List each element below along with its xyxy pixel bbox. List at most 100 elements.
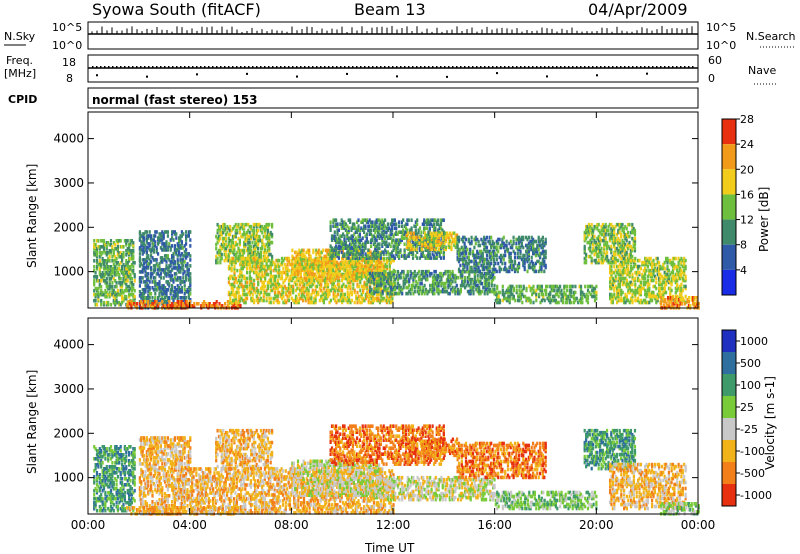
echo-cell xyxy=(319,266,322,271)
echo-cell xyxy=(154,240,157,244)
echo-cell xyxy=(354,238,357,242)
echo-cell xyxy=(498,269,501,274)
echo-cell xyxy=(101,275,104,279)
echo-cell xyxy=(252,230,255,235)
echo-cell xyxy=(462,255,465,260)
echo-cell xyxy=(468,289,471,294)
echo-cell xyxy=(490,281,493,286)
echo-cell xyxy=(423,228,426,232)
echo-cell xyxy=(436,235,439,240)
echo-cell xyxy=(412,247,415,252)
echo-cell xyxy=(178,252,181,256)
echo-cell xyxy=(98,247,101,251)
echo-cell xyxy=(337,236,340,240)
echo-cell xyxy=(388,291,391,296)
echo-cell xyxy=(473,283,476,288)
freq-tick-bottom: 8 xyxy=(66,72,73,85)
echo-cell xyxy=(108,251,111,255)
echo-cell xyxy=(296,260,300,265)
nave-dot xyxy=(220,66,222,68)
echo-cell xyxy=(182,304,185,308)
echo-cell xyxy=(403,236,406,240)
echo-cell xyxy=(119,282,122,287)
echo-cell xyxy=(244,258,247,263)
echo-cell xyxy=(229,232,232,237)
echo-cell xyxy=(109,239,113,243)
echo-cell xyxy=(349,220,352,224)
echo-cell xyxy=(403,242,406,246)
echo-cell xyxy=(179,280,182,284)
echo-cell xyxy=(350,226,353,230)
echo-cell xyxy=(268,300,271,305)
echo-cell xyxy=(329,266,332,271)
echo-cell xyxy=(444,281,447,286)
echo-cell xyxy=(488,263,491,268)
echo-cell xyxy=(107,251,110,255)
echo-cell xyxy=(318,278,321,283)
echo-cell xyxy=(166,256,169,260)
echo-cell xyxy=(168,296,171,300)
echo-cell xyxy=(447,235,450,240)
echo-cell xyxy=(102,292,106,297)
echo-cell xyxy=(237,300,240,305)
echo-cell xyxy=(346,256,349,260)
echo-cell xyxy=(257,276,260,281)
echo-cell xyxy=(264,258,267,263)
echo-cell xyxy=(392,238,395,242)
echo-cell xyxy=(126,249,129,253)
echo-cell xyxy=(243,232,246,237)
echo-cell xyxy=(348,296,351,301)
echo-cell xyxy=(151,296,154,300)
echo-cell xyxy=(158,232,161,236)
echo-cell xyxy=(187,290,190,294)
echo-cell xyxy=(420,252,423,256)
echo-cell xyxy=(258,270,261,275)
echo-cell xyxy=(138,256,141,260)
echo-cell xyxy=(155,250,158,254)
echo-cell xyxy=(332,292,335,297)
echo-cell xyxy=(450,241,453,246)
echo-cell xyxy=(143,266,146,270)
nave-dot xyxy=(552,66,554,68)
echo-cell xyxy=(305,262,308,267)
echo-cell xyxy=(222,236,225,241)
echo-cell xyxy=(483,265,486,270)
echo-cell xyxy=(126,304,129,308)
echo-cell xyxy=(226,254,229,259)
echo-cell xyxy=(405,233,408,238)
echo-cell xyxy=(173,302,176,306)
echo-cell xyxy=(257,246,260,251)
echo-cell xyxy=(128,267,131,271)
echo-cell xyxy=(255,266,258,271)
echo-cell xyxy=(128,292,131,297)
echo-cell xyxy=(343,234,346,238)
echo-cell xyxy=(364,282,367,287)
echo-cell xyxy=(177,300,180,304)
echo-cell xyxy=(143,296,146,300)
echo-cell xyxy=(165,240,168,244)
echo-cell xyxy=(403,224,406,228)
echo-cell xyxy=(145,246,148,250)
echo-cell xyxy=(141,294,144,298)
echo-cell xyxy=(233,260,236,265)
echo-cell xyxy=(266,254,269,259)
echo-cell xyxy=(232,282,235,287)
echo-cell xyxy=(130,300,133,304)
echo-cell xyxy=(295,254,298,259)
echo-cell xyxy=(264,276,267,281)
echo-cell xyxy=(294,256,298,261)
echo-cell xyxy=(389,281,393,286)
echo-cell xyxy=(95,279,99,283)
echo-cell xyxy=(343,244,346,248)
echo-cell xyxy=(102,259,106,263)
echo-cell xyxy=(299,274,302,279)
echo-cell xyxy=(487,283,490,288)
echo-cell xyxy=(264,270,267,275)
echo-cell xyxy=(238,238,241,243)
echo-cell xyxy=(237,224,240,229)
echo-cell xyxy=(219,250,222,255)
echo-cell xyxy=(302,278,305,283)
echo-cell xyxy=(306,262,309,267)
echo-cell xyxy=(393,246,396,250)
echo-cell xyxy=(162,258,165,262)
